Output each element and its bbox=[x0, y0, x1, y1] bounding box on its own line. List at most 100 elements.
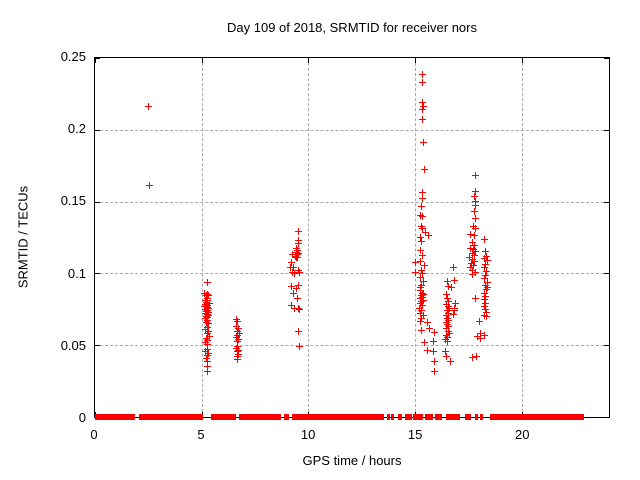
data-point-marker bbox=[477, 334, 485, 342]
data-point-marker bbox=[430, 348, 438, 356]
data-point-marker bbox=[418, 115, 426, 123]
data-point-marker bbox=[471, 224, 479, 232]
data-point-marker bbox=[481, 289, 489, 297]
data-point-marker bbox=[426, 325, 434, 333]
data-point-marker bbox=[417, 222, 425, 230]
y-tick-mark bbox=[604, 129, 609, 131]
data-point-marker bbox=[481, 235, 489, 243]
data-point-marker bbox=[443, 334, 451, 342]
data-point-marker bbox=[481, 303, 489, 311]
data-point-marker bbox=[417, 292, 425, 300]
data-point-marker bbox=[204, 323, 212, 331]
data-point-marker bbox=[201, 303, 209, 311]
baseline-zero-band bbox=[408, 414, 412, 420]
data-point-marker bbox=[419, 293, 427, 301]
data-point-marker bbox=[469, 246, 477, 254]
data-point-marker bbox=[417, 326, 425, 334]
data-point-marker bbox=[293, 244, 301, 252]
data-point-marker bbox=[419, 212, 427, 220]
data-point-marker bbox=[202, 306, 210, 314]
data-point-marker bbox=[482, 306, 490, 314]
data-point-marker bbox=[470, 207, 478, 215]
y-tick-mark bbox=[604, 58, 609, 59]
data-point-marker bbox=[418, 298, 426, 306]
data-point-marker bbox=[431, 328, 439, 336]
data-point-marker bbox=[202, 334, 210, 342]
data-point-marker bbox=[233, 338, 241, 346]
data-point-marker bbox=[418, 70, 426, 78]
data-point-marker bbox=[419, 139, 427, 147]
x-tick-mark bbox=[308, 58, 310, 63]
y-tick-mark bbox=[604, 417, 609, 418]
baseline-zero-band bbox=[210, 414, 237, 420]
data-point-marker bbox=[419, 106, 427, 114]
data-point-marker bbox=[412, 268, 420, 276]
baseline-zero-band bbox=[386, 414, 391, 420]
data-point-marker bbox=[294, 239, 302, 247]
data-point-marker bbox=[468, 256, 476, 264]
data-point-marker bbox=[204, 367, 212, 375]
data-point-marker bbox=[417, 257, 425, 265]
data-point-marker bbox=[419, 188, 427, 196]
data-point-marker bbox=[443, 338, 451, 346]
data-point-marker bbox=[291, 252, 299, 260]
data-point-marker bbox=[481, 264, 489, 272]
data-point-marker bbox=[205, 349, 213, 357]
data-point-marker bbox=[204, 336, 212, 344]
x-tick-label: 20 bbox=[514, 427, 530, 442]
data-point-marker bbox=[471, 257, 479, 265]
data-point-marker bbox=[442, 318, 450, 326]
data-point-marker bbox=[292, 285, 300, 293]
data-point-marker bbox=[205, 304, 213, 312]
data-point-marker bbox=[483, 313, 490, 321]
y-tick-mark bbox=[95, 345, 100, 347]
data-point-marker bbox=[290, 263, 298, 271]
baseline-zero-band bbox=[404, 414, 408, 420]
x-tick-label: 15 bbox=[407, 427, 423, 442]
y-axis-label: SRMTID / TECUs bbox=[15, 185, 31, 289]
data-point-marker bbox=[203, 318, 211, 326]
data-point-marker bbox=[203, 298, 211, 306]
data-point-marker bbox=[234, 324, 242, 332]
data-point-marker bbox=[146, 181, 154, 189]
data-point-marker bbox=[296, 268, 304, 276]
data-point-marker bbox=[291, 270, 299, 278]
data-point-marker bbox=[417, 295, 425, 303]
data-point-marker bbox=[203, 330, 211, 338]
baseline-zero-band bbox=[464, 414, 472, 420]
data-point-marker bbox=[416, 211, 424, 219]
data-point-marker bbox=[470, 193, 478, 201]
data-point-marker bbox=[233, 322, 241, 330]
baseline-zero-band bbox=[238, 414, 282, 420]
data-point-marker bbox=[481, 331, 489, 339]
baseline-zero-band bbox=[283, 414, 289, 420]
data-point-marker bbox=[419, 311, 427, 319]
x-tick-mark bbox=[95, 58, 96, 63]
y-tick-label: 0 bbox=[78, 410, 86, 425]
data-point-marker bbox=[234, 356, 242, 364]
data-point-marker bbox=[418, 79, 426, 87]
data-point-marker bbox=[204, 306, 212, 314]
data-point-marker bbox=[290, 290, 298, 298]
data-point-marker bbox=[203, 363, 211, 371]
y-tick-mark bbox=[95, 273, 100, 275]
data-point-marker bbox=[420, 262, 428, 270]
x-tick-label: 0 bbox=[90, 427, 98, 442]
data-point-marker bbox=[417, 273, 425, 281]
data-point-marker bbox=[483, 278, 491, 286]
data-point-marker bbox=[482, 299, 490, 307]
data-point-marker bbox=[483, 252, 491, 260]
horizontal-gridline bbox=[95, 273, 609, 275]
baseline-zero-band bbox=[474, 414, 478, 420]
data-point-marker bbox=[294, 247, 302, 255]
data-point-marker bbox=[144, 102, 152, 110]
data-point-marker bbox=[419, 99, 427, 107]
data-point-marker bbox=[202, 347, 210, 355]
data-point-marker bbox=[291, 304, 299, 312]
y-tick-label: 0.1 bbox=[67, 265, 86, 281]
data-point-marker bbox=[442, 336, 450, 344]
data-point-marker bbox=[424, 346, 432, 354]
data-point-marker bbox=[442, 300, 450, 308]
data-point-marker bbox=[202, 315, 210, 323]
vertical-gridline bbox=[201, 58, 203, 417]
